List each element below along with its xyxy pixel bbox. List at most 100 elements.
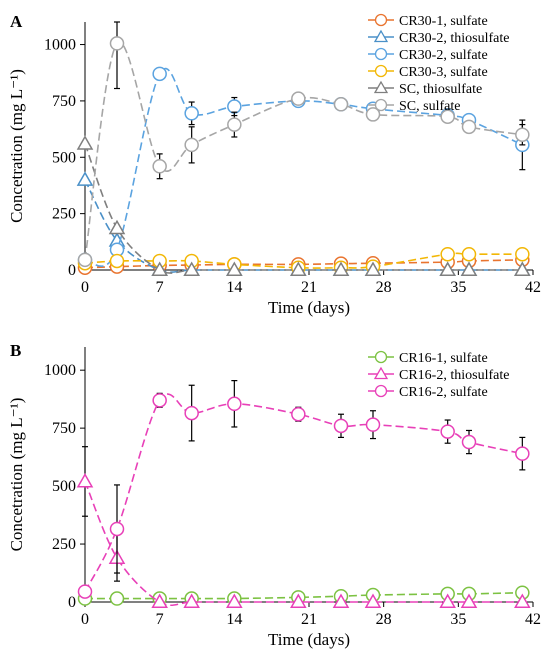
x-tick-label: 28: [376, 611, 392, 628]
legend-label: CR30-3, sulfate: [399, 65, 488, 80]
series-4: [76, 135, 531, 276]
legend-label: CR30-2, thiosulfate: [399, 31, 509, 46]
data-point-triangle: [76, 135, 94, 150]
data-point-triangle: [151, 593, 168, 608]
y-tick-label: 750: [52, 420, 76, 437]
data-point-circle: [515, 246, 530, 262]
data-point-triangle: [332, 593, 350, 608]
x-tick-label: 7: [156, 611, 164, 628]
series-line: [84, 252, 523, 269]
legend-marker: [374, 384, 388, 398]
x-tick-label: 14: [226, 279, 242, 296]
data-point-triangle: [226, 593, 243, 608]
data-point-triangle: [332, 261, 350, 276]
panel-label: A: [10, 12, 23, 31]
legend-label: SC, sulfate: [399, 99, 460, 114]
series-line: [84, 481, 523, 607]
data-point-circle: [227, 396, 242, 412]
data-point-triangle: [460, 261, 478, 276]
x-tick-label: 28: [376, 279, 392, 296]
legend-label: CR30-2, sulfate: [399, 48, 488, 63]
y-tick-label: 0: [68, 262, 76, 279]
legend-marker: [374, 64, 388, 78]
legend-label: CR16-2, sulfate: [399, 385, 488, 400]
series-5: [77, 21, 530, 268]
data-point-circle: [152, 393, 167, 408]
data-point-triangle: [439, 261, 456, 276]
legend: CR16-1, sulfate CR16-2, thiosulfate CR16-2…: [368, 350, 509, 400]
data-point-circle: [333, 97, 349, 112]
data-point-triangle: [439, 593, 456, 608]
data-point-circle: [291, 406, 306, 422]
legend-label: CR30-1, sulfate: [399, 14, 488, 29]
data-point-triangle: [76, 171, 94, 186]
data-point-circle: [365, 107, 381, 122]
panel-label: B: [10, 341, 21, 360]
x-tick-label: 0: [81, 279, 89, 296]
x-tick-label: 21: [301, 611, 317, 628]
data-point-circle: [440, 246, 455, 262]
x-axis-label: Time (days): [268, 630, 350, 649]
x-tick-label: 14: [226, 611, 242, 628]
data-point-circle: [333, 418, 349, 434]
data-point-triangle: [364, 261, 382, 276]
data-point-circle: [184, 137, 199, 153]
data-point-circle: [365, 417, 381, 432]
data-point-circle: [291, 91, 306, 106]
series-2: [77, 380, 530, 599]
chart-panel-B: B 0 7 14 21 28 35 42 0 250 500 750 1000 Time (days) Co…: [7, 341, 541, 649]
legend-marker: [374, 47, 388, 61]
y-axis-label: Concetration (mg L⁻¹): [7, 398, 26, 552]
data-point-circle: [109, 253, 125, 269]
y-tick-label: 500: [52, 478, 76, 495]
data-point-triangle: [108, 219, 126, 235]
data-point-triangle: [514, 593, 531, 608]
data-point-triangle: [183, 261, 200, 276]
data-point-circle: [152, 66, 167, 82]
x-tick-label: 0: [81, 611, 89, 628]
data-point-circle: [184, 106, 199, 121]
data-point-circle: [77, 584, 93, 599]
data-point-circle: [461, 434, 477, 450]
data-point-triangle: [226, 261, 243, 276]
y-tick-label: 250: [52, 536, 76, 553]
data-point-triangle: [364, 593, 382, 608]
data-point-circle: [440, 109, 455, 124]
data-point-circle: [227, 117, 242, 132]
y-tick-label: 750: [52, 93, 76, 110]
x-tick-label: 35: [450, 611, 466, 628]
series-line: [85, 591, 523, 600]
data-point-circle: [109, 36, 125, 51]
x-tick-label: 42: [525, 611, 541, 628]
data-point-triangle: [76, 472, 94, 488]
data-point-circle: [184, 405, 199, 421]
series-line: [84, 393, 523, 592]
y-tick-label: 500: [52, 149, 76, 166]
y-tick-label: 0: [68, 594, 76, 611]
data-point-triangle: [290, 593, 307, 608]
x-tick-label: 7: [156, 279, 164, 296]
legend-marker: [374, 13, 388, 27]
series-1: [76, 446, 531, 608]
data-point-triangle: [151, 261, 168, 276]
data-point-circle: [461, 246, 477, 262]
y-tick-label: 1000: [44, 37, 76, 54]
data-point-circle: [77, 252, 93, 268]
legend: CR30-1, sulfate CR30-2, thiosulfate CR30-2…: [368, 13, 509, 114]
data-point-circle: [440, 424, 455, 439]
legend-marker: [373, 366, 389, 380]
legend-label: SC, thiosulfate: [399, 82, 482, 97]
x-tick-label: 35: [450, 279, 466, 296]
data-point-circle: [515, 127, 530, 142]
data-point-circle: [515, 446, 530, 461]
y-tick-label: 250: [52, 206, 76, 223]
series-line: [84, 179, 523, 273]
data-point-triangle: [460, 593, 478, 608]
x-axis-label: Time (days): [268, 298, 350, 317]
data-point-circle: [152, 159, 167, 174]
data-point-circle: [227, 99, 242, 114]
legend-label: CR16-1, sulfate: [399, 351, 488, 366]
legend-marker: [374, 98, 388, 112]
x-tick-label: 42: [525, 279, 541, 296]
